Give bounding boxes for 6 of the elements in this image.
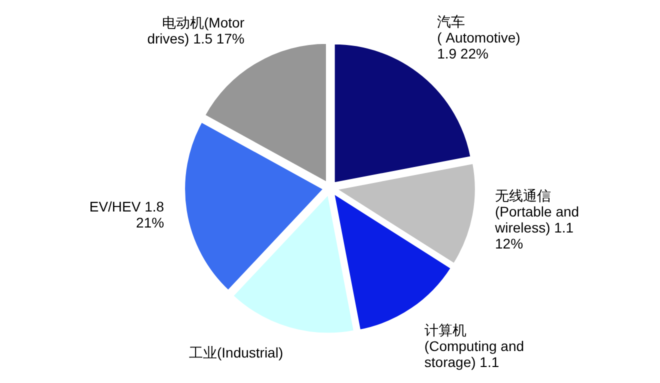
slice-label: 工业(Industrial) xyxy=(188,344,284,360)
slice-label: 无线通信 (Portable and wireless) 1.1 12% xyxy=(494,187,580,252)
slice-label: 汽车 ( Automotive) 1.9 22% xyxy=(437,14,520,62)
slice-label: 计算机 (Computing and storage) 1.1 xyxy=(424,322,524,370)
slice-label: 电动机(Motor drives) 1.5 17% xyxy=(147,14,245,46)
slice-label: EV/HEV 1.8 21% xyxy=(89,198,164,230)
